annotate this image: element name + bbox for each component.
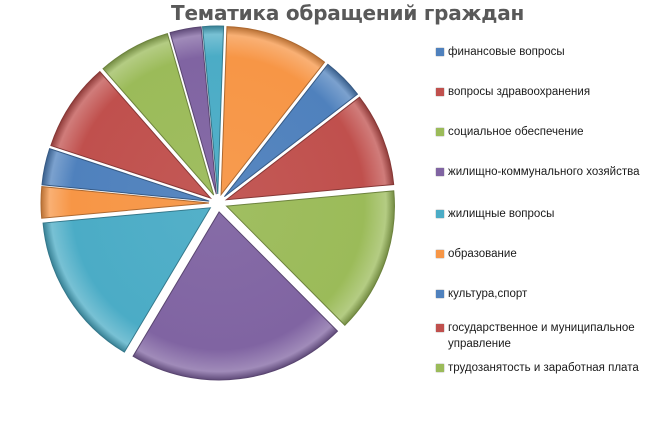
pie-slice-11	[201, 25, 225, 195]
pie-chart	[40, 25, 395, 381]
legend-label: трудозанятость и заработная плата	[448, 362, 639, 374]
legend-swatch	[436, 168, 444, 176]
pie-slice-4	[132, 211, 339, 381]
legend-label: социальное обеспечение	[448, 126, 584, 138]
legend-label: вопросы здравоохранения	[448, 86, 591, 98]
pie-slice-9	[102, 32, 215, 196]
legend-swatch	[436, 128, 444, 136]
pie-slice-6	[40, 186, 210, 219]
legend-swatch	[436, 364, 444, 372]
pie-slice-8	[50, 70, 213, 200]
chart-title: Тематика обращений граждан	[171, 1, 525, 25]
legend-swatch	[436, 210, 444, 218]
legend-label: жилищные вопросы	[448, 208, 555, 220]
pie-slice-3	[225, 190, 395, 326]
pie-slice-2	[224, 96, 395, 201]
legend-label: финансовые вопросы	[448, 46, 565, 58]
legend-swatch	[436, 324, 444, 332]
pie-slice-1	[223, 63, 359, 198]
pie-slice-0	[220, 26, 326, 197]
legend-label: жилищно-коммунального хозяйства	[448, 166, 640, 178]
legend-label: культура,спорт	[448, 288, 528, 300]
pie-slice-7	[41, 148, 210, 202]
legend-label: образование	[448, 248, 517, 260]
legend-label: государственное и муниципальное управлен…	[448, 322, 635, 350]
legend-swatch	[436, 290, 444, 298]
legend-swatch	[436, 88, 444, 96]
pie-slice-10	[169, 26, 217, 195]
pie-slice-5	[42, 207, 212, 353]
legend-swatch	[436, 48, 444, 56]
legend-swatch	[436, 250, 444, 258]
